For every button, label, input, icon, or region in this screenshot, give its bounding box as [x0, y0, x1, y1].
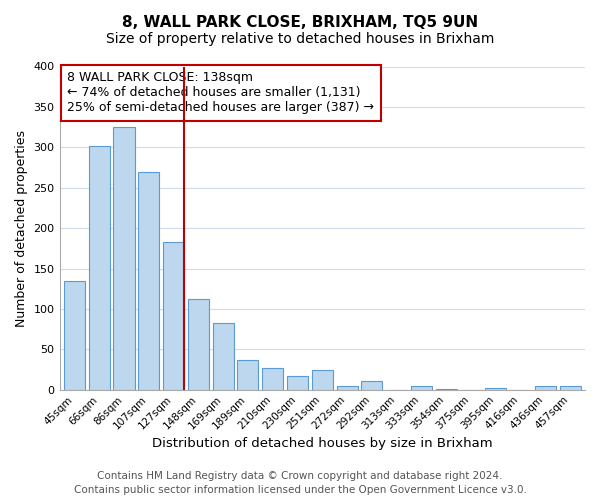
Bar — [436, 389, 457, 390]
Bar — [188, 299, 209, 390]
Bar — [138, 172, 160, 390]
Bar — [337, 386, 358, 390]
Bar — [411, 386, 432, 390]
Bar — [485, 388, 506, 390]
Bar — [212, 322, 233, 390]
Text: 8 WALL PARK CLOSE: 138sqm
← 74% of detached houses are smaller (1,131)
25% of se: 8 WALL PARK CLOSE: 138sqm ← 74% of detac… — [67, 72, 374, 114]
Bar — [361, 381, 382, 390]
Bar — [262, 368, 283, 390]
Bar — [89, 146, 110, 390]
Bar — [312, 370, 333, 390]
X-axis label: Distribution of detached houses by size in Brixham: Distribution of detached houses by size … — [152, 437, 493, 450]
Bar — [163, 242, 184, 390]
Text: Contains HM Land Registry data © Crown copyright and database right 2024.
Contai: Contains HM Land Registry data © Crown c… — [74, 471, 526, 495]
Bar — [238, 360, 259, 390]
Bar — [560, 386, 581, 390]
Text: Size of property relative to detached houses in Brixham: Size of property relative to detached ho… — [106, 32, 494, 46]
Bar — [113, 127, 134, 390]
Bar — [287, 376, 308, 390]
Text: 8, WALL PARK CLOSE, BRIXHAM, TQ5 9UN: 8, WALL PARK CLOSE, BRIXHAM, TQ5 9UN — [122, 15, 478, 30]
Bar — [64, 280, 85, 390]
Bar — [535, 386, 556, 390]
Y-axis label: Number of detached properties: Number of detached properties — [15, 130, 28, 326]
